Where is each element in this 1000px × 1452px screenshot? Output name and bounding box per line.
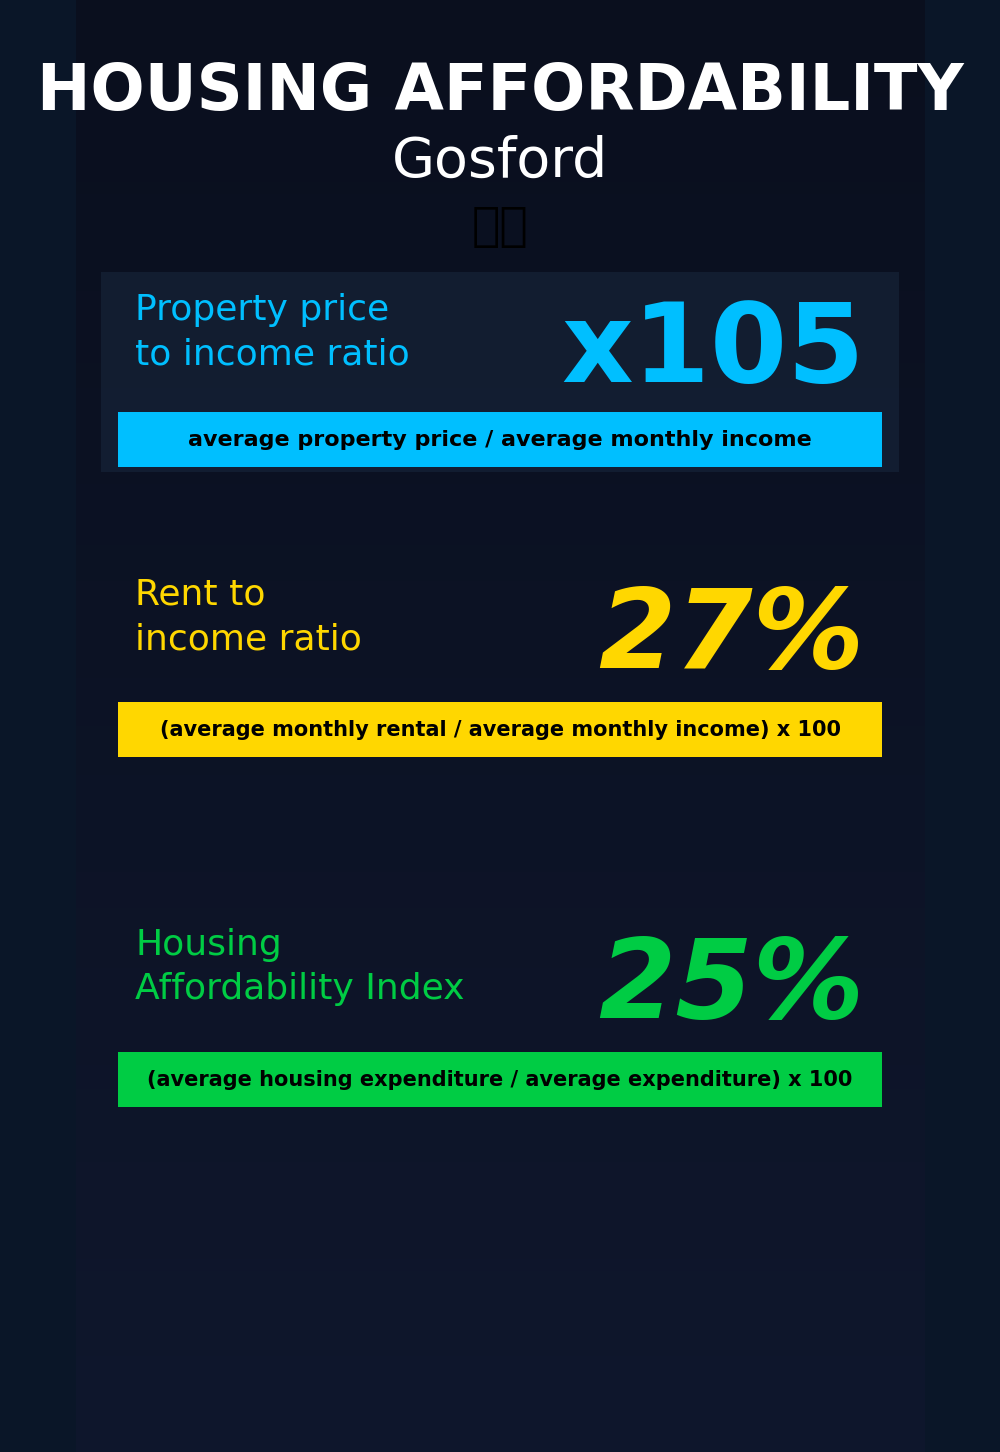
- FancyBboxPatch shape: [118, 412, 882, 468]
- Text: (average monthly rental / average monthly income) x 100: (average monthly rental / average monthl…: [160, 720, 840, 741]
- Text: Housing
Affordability Index: Housing Affordability Index: [135, 928, 465, 1006]
- Text: 🇦🇺: 🇦🇺: [472, 205, 528, 250]
- Text: x105: x105: [561, 299, 865, 405]
- FancyBboxPatch shape: [118, 1053, 882, 1106]
- Text: Property price
to income ratio: Property price to income ratio: [135, 293, 410, 372]
- Text: average property price / average monthly income: average property price / average monthly…: [188, 430, 812, 450]
- FancyBboxPatch shape: [101, 272, 899, 472]
- Text: 25%: 25%: [599, 934, 865, 1041]
- FancyBboxPatch shape: [118, 701, 882, 756]
- Text: HOUSING AFFORDABILITY: HOUSING AFFORDABILITY: [37, 61, 963, 123]
- Text: 27%: 27%: [599, 584, 865, 691]
- Text: Gosford: Gosford: [392, 135, 608, 189]
- Text: (average housing expenditure / average expenditure) x 100: (average housing expenditure / average e…: [147, 1070, 853, 1090]
- Text: Rent to
income ratio: Rent to income ratio: [135, 578, 362, 656]
